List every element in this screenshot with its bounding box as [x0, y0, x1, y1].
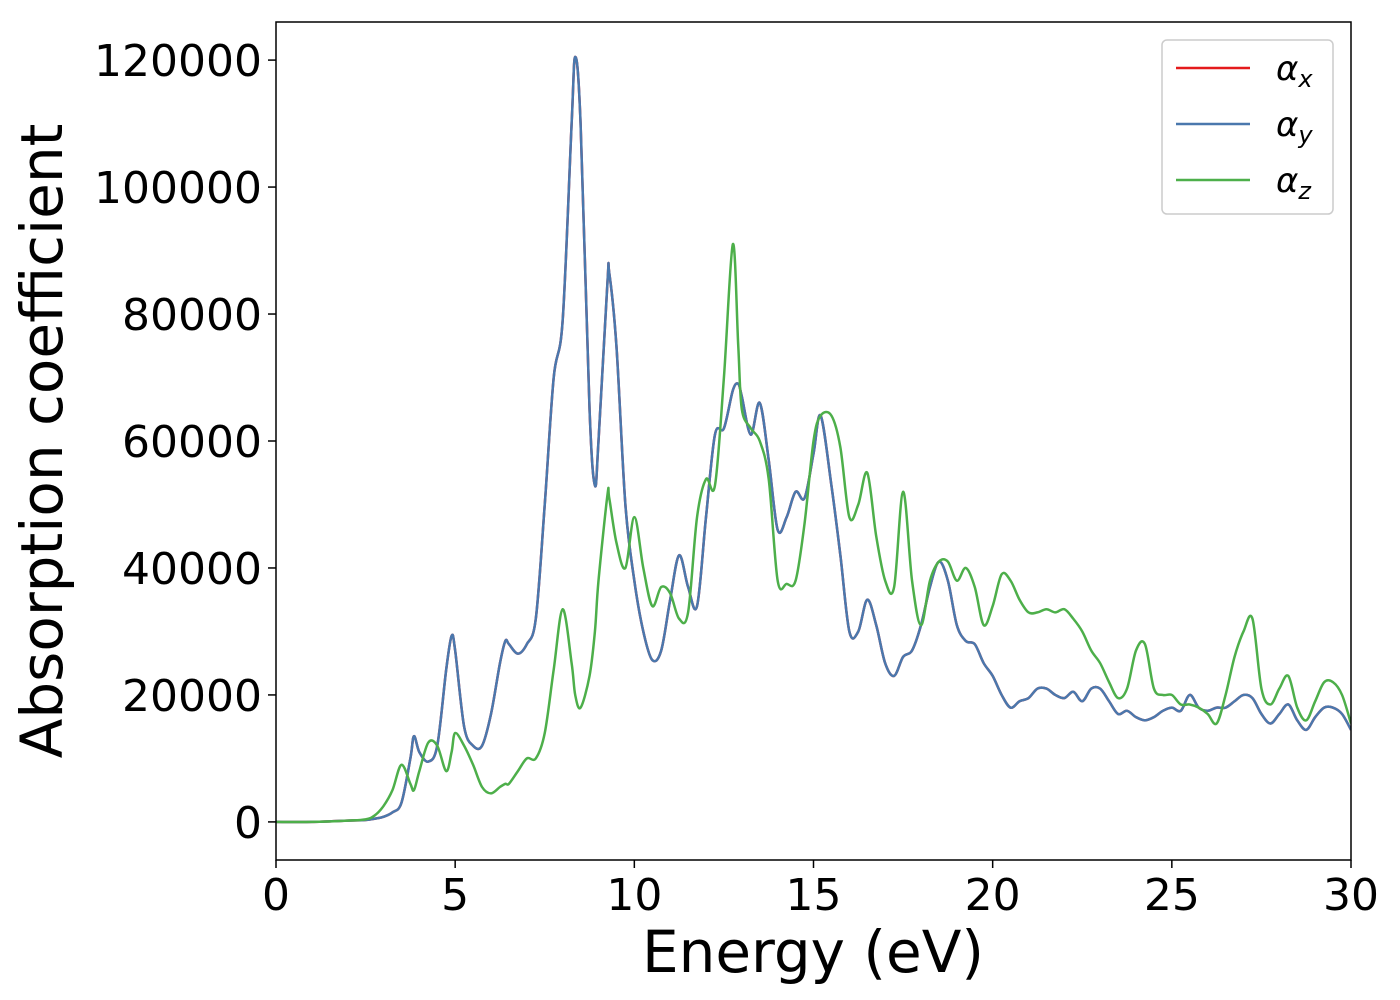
series-line — [276, 242, 1351, 824]
series-line — [276, 55, 1351, 824]
x-tick-label: 15 — [786, 870, 842, 921]
x-tick-label: 30 — [1323, 870, 1379, 921]
legend-label: αx — [1276, 49, 1313, 93]
x-tick-label: 0 — [262, 870, 290, 921]
y-tick-label: 20000 — [122, 671, 262, 722]
legend-label: αy — [1276, 105, 1313, 149]
plot-frame — [275, 21, 1352, 861]
y-axis-label: Absorption coefficient — [8, 124, 76, 759]
y-tick-label: 40000 — [122, 544, 262, 595]
x-tick-label: 20 — [965, 870, 1021, 921]
y-tick-label: 80000 — [122, 290, 262, 341]
y-tick-label: 0 — [234, 798, 262, 849]
x-tick-label: 5 — [441, 870, 469, 921]
legend-label: αz — [1276, 161, 1312, 205]
y-tick-label: 100000 — [94, 163, 262, 214]
legend-box — [1161, 39, 1334, 215]
y-tick-label: 60000 — [122, 417, 262, 468]
x-tick-label: 25 — [1144, 870, 1200, 921]
x-axis-label: Energy (eV) — [642, 918, 984, 986]
y-tick-label: 120000 — [94, 36, 262, 87]
x-tick-label: 10 — [606, 870, 662, 921]
